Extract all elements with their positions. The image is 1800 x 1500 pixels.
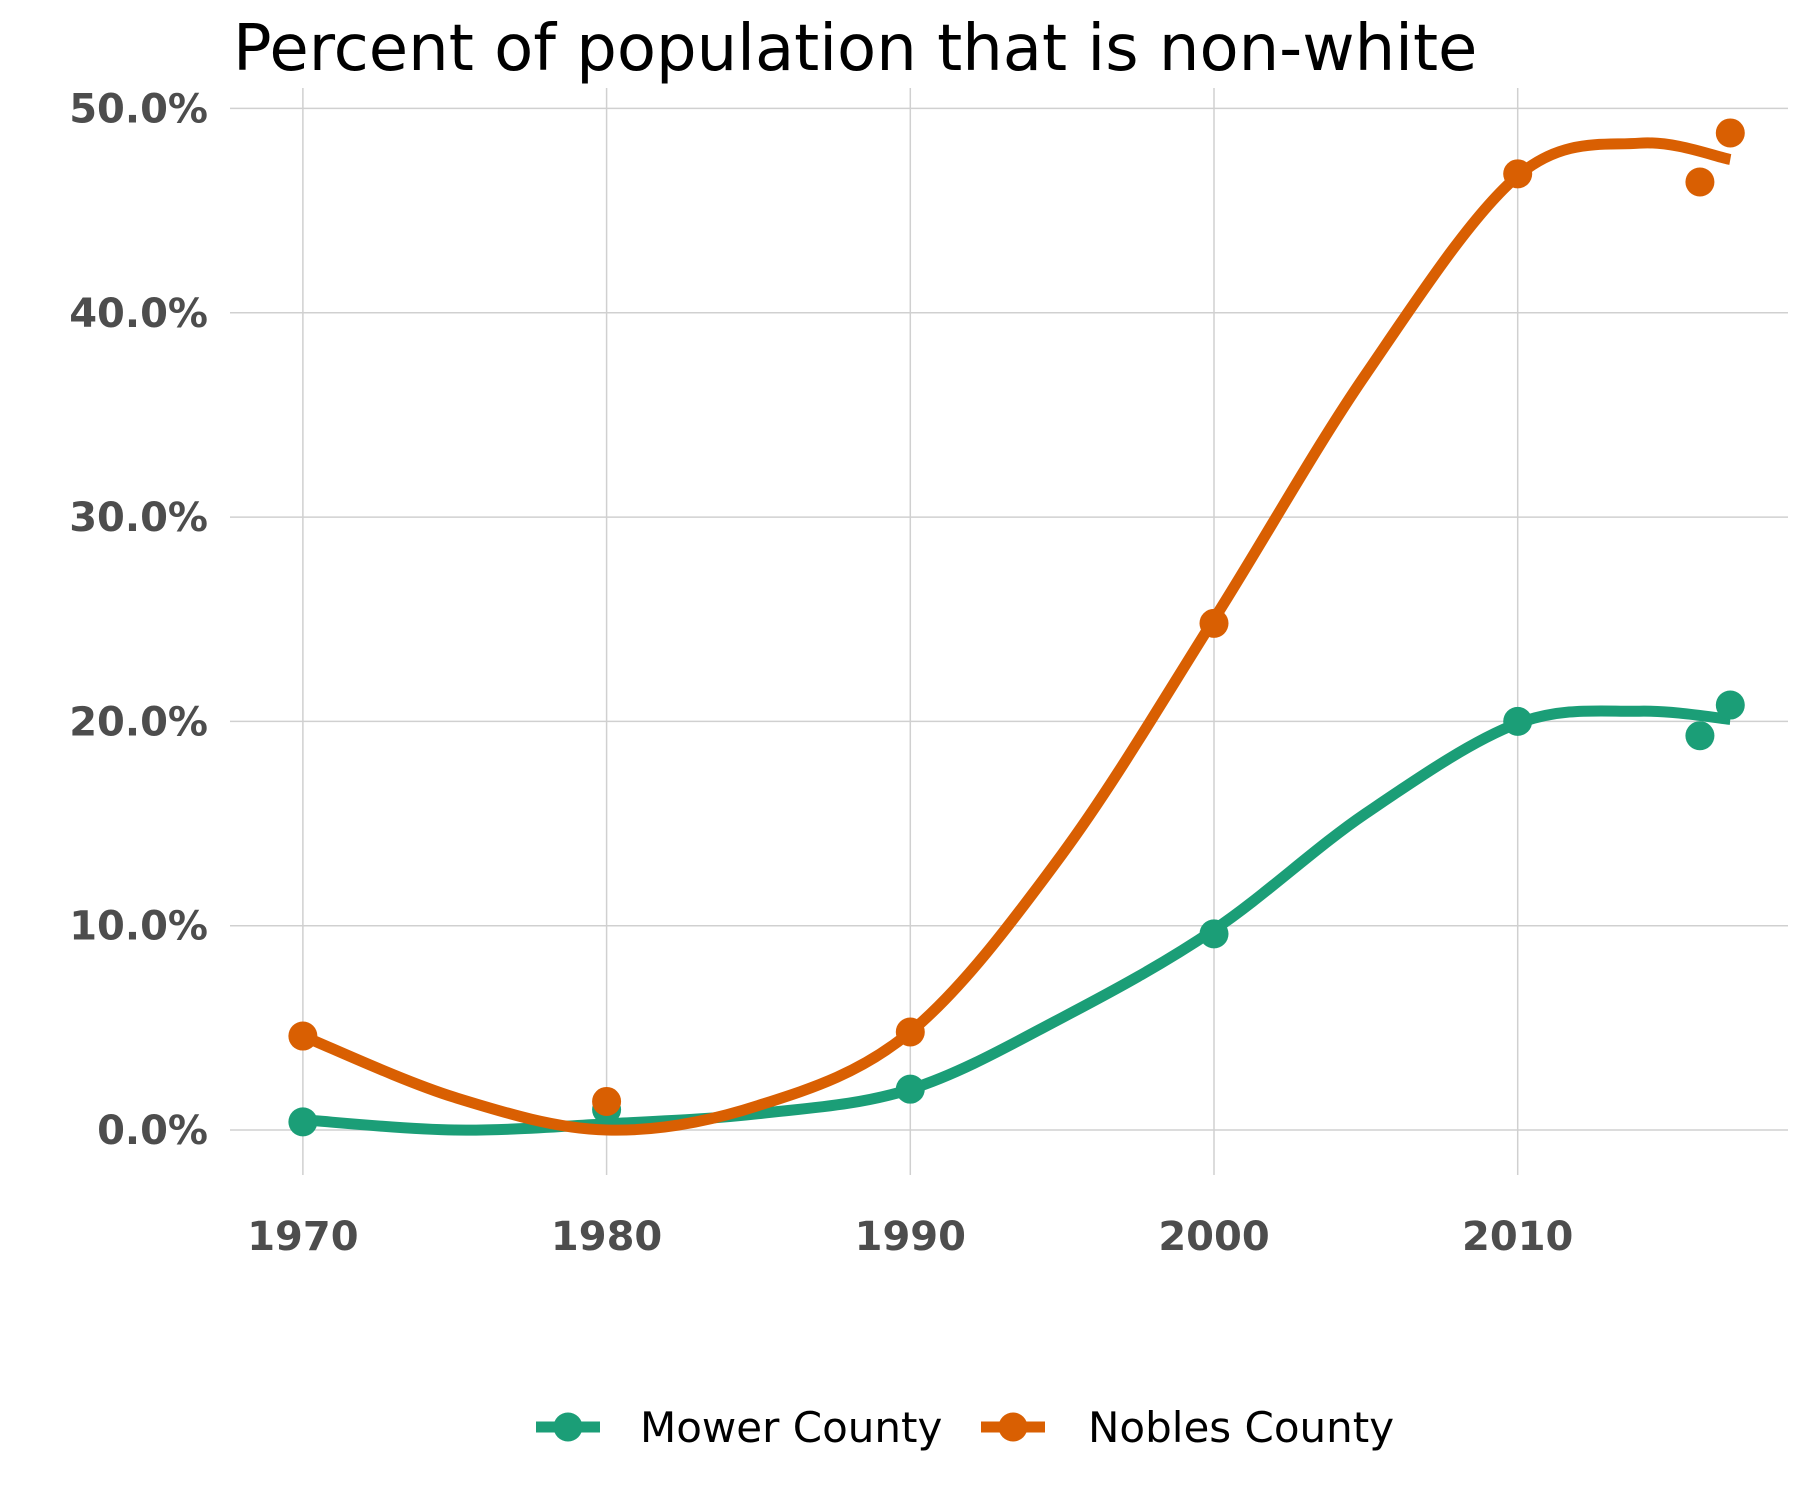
legend-item-nobles-county: Nobles County	[981, 1403, 1394, 1452]
x-tick-label: 1990	[855, 1214, 966, 1260]
data-point-nobles-county	[895, 1017, 925, 1047]
data-point-mower-county	[1685, 721, 1715, 751]
data-point-nobles-county	[1715, 118, 1745, 148]
data-point-nobles-county	[592, 1086, 622, 1116]
data-point-mower-county	[1199, 919, 1229, 949]
data-point-nobles-county	[1503, 159, 1533, 189]
legend-key-point	[553, 1412, 583, 1442]
legend-key-point	[998, 1412, 1028, 1442]
legend-label: Nobles County	[1088, 1403, 1394, 1452]
legend-label: Mower County	[640, 1403, 942, 1452]
legend: Mower County Nobles County	[536, 1403, 1394, 1452]
y-tick-label: 30.0%	[69, 495, 208, 541]
x-tick-label: 2010	[1462, 1214, 1573, 1260]
data-point-nobles-county	[1199, 608, 1229, 638]
series-lines	[288, 118, 1745, 1137]
data-point-nobles-county	[288, 1021, 318, 1051]
y-tick-label: 20.0%	[69, 699, 208, 745]
data-point-mower-county	[1503, 706, 1533, 736]
series-nobles-county	[288, 118, 1745, 1136]
data-point-mower-county	[895, 1074, 925, 1104]
y-tick-label: 40.0%	[69, 291, 208, 337]
grid	[230, 88, 1788, 1175]
chart-title: Percent of population that is non-white	[233, 12, 1477, 86]
x-tick-label: 1970	[247, 1214, 358, 1260]
series-line-nobles-county	[300, 137, 1732, 1136]
x-tick-label: 2000	[1158, 1214, 1269, 1260]
y-tick-label: 50.0%	[69, 86, 208, 132]
legend-item-mower-county: Mower County	[536, 1403, 942, 1452]
y-tick-label: 10.0%	[69, 904, 208, 950]
data-point-nobles-county	[1685, 167, 1715, 197]
data-point-mower-county	[1715, 690, 1745, 720]
x-tick-label: 1980	[551, 1214, 662, 1260]
data-point-mower-county	[288, 1107, 318, 1137]
x-axis-ticks: 1970 1980 1990 2000 2010	[247, 1214, 1573, 1260]
y-axis-ticks: 0.0% 10.0% 20.0% 30.0% 40.0% 50.0%	[69, 86, 208, 1154]
y-tick-label: 0.0%	[97, 1108, 208, 1154]
